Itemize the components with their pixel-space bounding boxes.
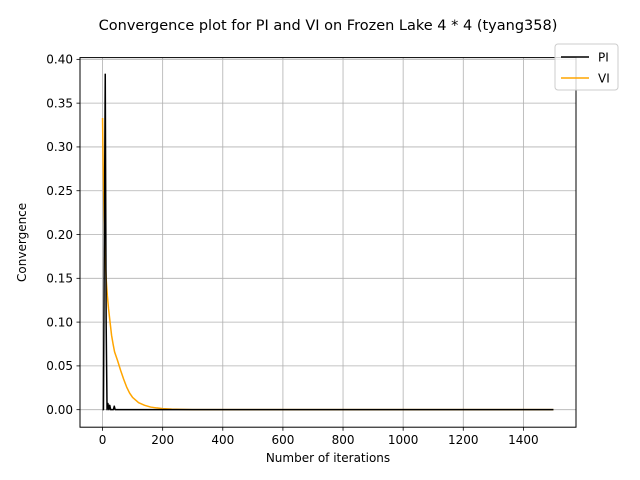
y-tick-label: 0.10 <box>46 315 73 329</box>
y-axis-label: Convergence <box>15 203 29 282</box>
legend-label-pi: PI <box>598 50 609 64</box>
x-tick-label: 1400 <box>508 433 539 447</box>
y-tick-label: 0.05 <box>46 359 73 373</box>
chart-title: Convergence plot for PI and VI on Frozen… <box>99 18 558 34</box>
x-tick-label: 400 <box>211 433 234 447</box>
y-tick-label: 0.25 <box>46 184 73 198</box>
series-line-pi <box>102 73 554 411</box>
legend: PI VI <box>554 43 619 91</box>
x-tick-label: 800 <box>332 433 355 447</box>
x-tick-label: 0 <box>99 433 107 447</box>
x-tick-label: 200 <box>151 433 174 447</box>
y-tick-label: 0.30 <box>46 140 73 154</box>
plot-frame <box>79 57 577 428</box>
y-tick-label: 0.00 <box>46 403 73 417</box>
legend-label-vi: VI <box>598 71 610 85</box>
x-axis-label: Number of iterations <box>266 451 390 465</box>
x-tick-label: 600 <box>271 433 294 447</box>
y-tick-label: 0.35 <box>46 96 73 110</box>
y-tick-label: 0.15 <box>46 272 73 286</box>
y-tick-label: 0.20 <box>46 228 73 242</box>
x-ticks: 0 200 400 600 800 1000 1200 1400 <box>99 427 539 447</box>
y-tick-label: 0.40 <box>46 53 73 67</box>
x-tick-label: 1200 <box>448 433 479 447</box>
plot-area-background <box>80 57 576 428</box>
x-tick-label: 1000 <box>388 433 419 447</box>
series-lines <box>101 73 554 411</box>
y-ticks: 0.00 0.05 0.10 0.15 0.20 0.25 0.30 0.35 0.40 <box>46 53 80 417</box>
